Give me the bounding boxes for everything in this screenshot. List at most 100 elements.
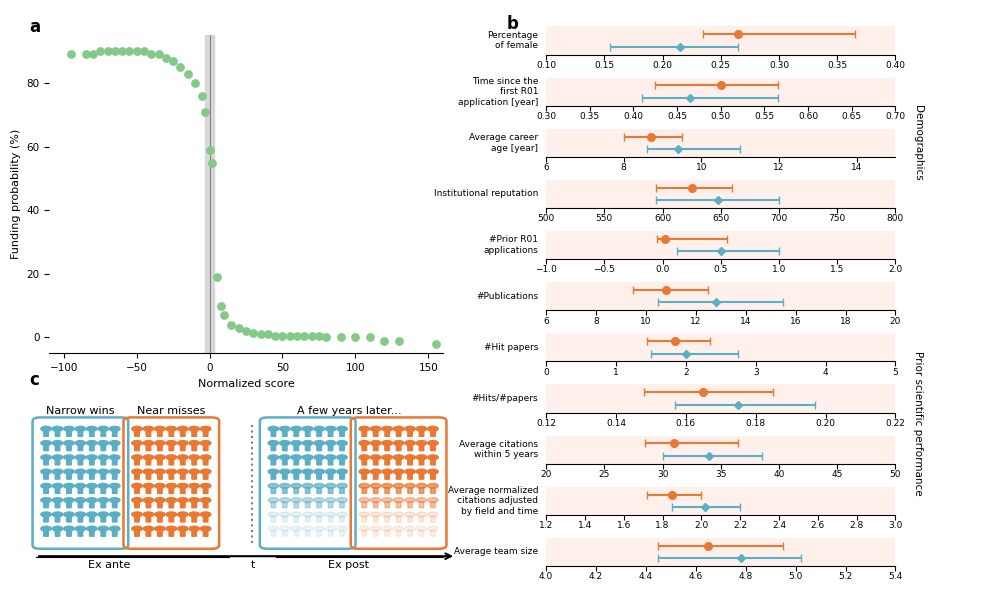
Circle shape	[268, 426, 278, 431]
FancyBboxPatch shape	[135, 502, 140, 508]
Circle shape	[291, 526, 301, 531]
FancyBboxPatch shape	[431, 502, 435, 508]
FancyBboxPatch shape	[419, 459, 424, 465]
Circle shape	[189, 455, 200, 460]
FancyBboxPatch shape	[272, 531, 276, 536]
FancyBboxPatch shape	[362, 445, 367, 451]
Point	[85, 49, 100, 59]
FancyBboxPatch shape	[407, 431, 412, 436]
Text: Ex ante: Ex ante	[89, 560, 131, 570]
FancyBboxPatch shape	[407, 459, 412, 465]
Circle shape	[268, 498, 278, 502]
Circle shape	[189, 441, 200, 445]
Circle shape	[382, 469, 393, 474]
Circle shape	[189, 498, 200, 502]
FancyBboxPatch shape	[204, 431, 208, 436]
FancyBboxPatch shape	[397, 516, 400, 522]
FancyBboxPatch shape	[67, 474, 71, 479]
Circle shape	[52, 484, 63, 488]
FancyBboxPatch shape	[397, 431, 400, 436]
Circle shape	[189, 526, 200, 531]
FancyBboxPatch shape	[317, 516, 322, 522]
Point	[311, 331, 327, 340]
FancyBboxPatch shape	[55, 488, 60, 494]
FancyBboxPatch shape	[67, 459, 71, 465]
Point	[78, 49, 93, 59]
Circle shape	[75, 526, 86, 531]
Circle shape	[52, 426, 63, 431]
Circle shape	[279, 498, 290, 502]
Circle shape	[371, 426, 381, 431]
FancyBboxPatch shape	[204, 531, 208, 536]
Circle shape	[302, 512, 313, 517]
Circle shape	[428, 498, 438, 502]
FancyBboxPatch shape	[90, 531, 94, 536]
FancyBboxPatch shape	[67, 445, 71, 451]
Circle shape	[416, 469, 427, 474]
FancyBboxPatch shape	[44, 445, 48, 451]
Circle shape	[404, 526, 415, 531]
Point	[253, 330, 269, 339]
Circle shape	[279, 484, 290, 488]
Circle shape	[302, 498, 313, 502]
Circle shape	[40, 512, 51, 517]
Circle shape	[291, 455, 301, 460]
Circle shape	[326, 484, 336, 488]
FancyBboxPatch shape	[294, 516, 298, 522]
Circle shape	[337, 455, 347, 460]
FancyBboxPatch shape	[135, 459, 140, 465]
FancyBboxPatch shape	[305, 531, 310, 536]
FancyBboxPatch shape	[192, 488, 197, 494]
FancyBboxPatch shape	[305, 474, 310, 479]
FancyBboxPatch shape	[431, 531, 435, 536]
FancyBboxPatch shape	[385, 474, 390, 479]
Circle shape	[166, 512, 176, 517]
FancyBboxPatch shape	[431, 445, 435, 451]
Point	[392, 336, 407, 345]
Circle shape	[268, 469, 278, 474]
Circle shape	[109, 441, 120, 445]
FancyBboxPatch shape	[362, 502, 367, 508]
Circle shape	[201, 484, 211, 488]
Point	[209, 272, 224, 282]
Circle shape	[189, 469, 200, 474]
Circle shape	[154, 484, 165, 488]
Point	[223, 320, 239, 329]
Circle shape	[98, 484, 108, 488]
Circle shape	[279, 455, 290, 460]
FancyBboxPatch shape	[317, 488, 322, 494]
Circle shape	[359, 441, 370, 445]
FancyBboxPatch shape	[317, 474, 322, 479]
FancyBboxPatch shape	[339, 488, 344, 494]
FancyBboxPatch shape	[329, 459, 333, 465]
Circle shape	[154, 469, 165, 474]
FancyBboxPatch shape	[204, 488, 208, 494]
FancyBboxPatch shape	[112, 474, 117, 479]
Circle shape	[416, 426, 427, 431]
Circle shape	[98, 526, 108, 531]
FancyBboxPatch shape	[101, 445, 105, 451]
Text: #Publications: #Publications	[476, 292, 538, 301]
Circle shape	[64, 441, 74, 445]
FancyBboxPatch shape	[362, 531, 367, 536]
FancyBboxPatch shape	[55, 502, 60, 508]
Circle shape	[144, 512, 154, 517]
Circle shape	[314, 455, 325, 460]
Circle shape	[291, 512, 301, 517]
FancyBboxPatch shape	[112, 459, 117, 465]
FancyBboxPatch shape	[67, 502, 71, 508]
Circle shape	[75, 441, 86, 445]
FancyBboxPatch shape	[407, 488, 412, 494]
Point	[205, 158, 220, 167]
FancyBboxPatch shape	[282, 488, 287, 494]
Circle shape	[359, 526, 370, 531]
FancyBboxPatch shape	[397, 502, 400, 508]
FancyBboxPatch shape	[419, 488, 424, 494]
FancyBboxPatch shape	[419, 445, 424, 451]
Text: Near misses: Near misses	[137, 406, 206, 416]
FancyBboxPatch shape	[55, 516, 60, 522]
Circle shape	[87, 469, 97, 474]
Text: #Hits/#papers: #Hits/#papers	[471, 394, 538, 403]
Circle shape	[404, 426, 415, 431]
FancyBboxPatch shape	[78, 531, 83, 536]
